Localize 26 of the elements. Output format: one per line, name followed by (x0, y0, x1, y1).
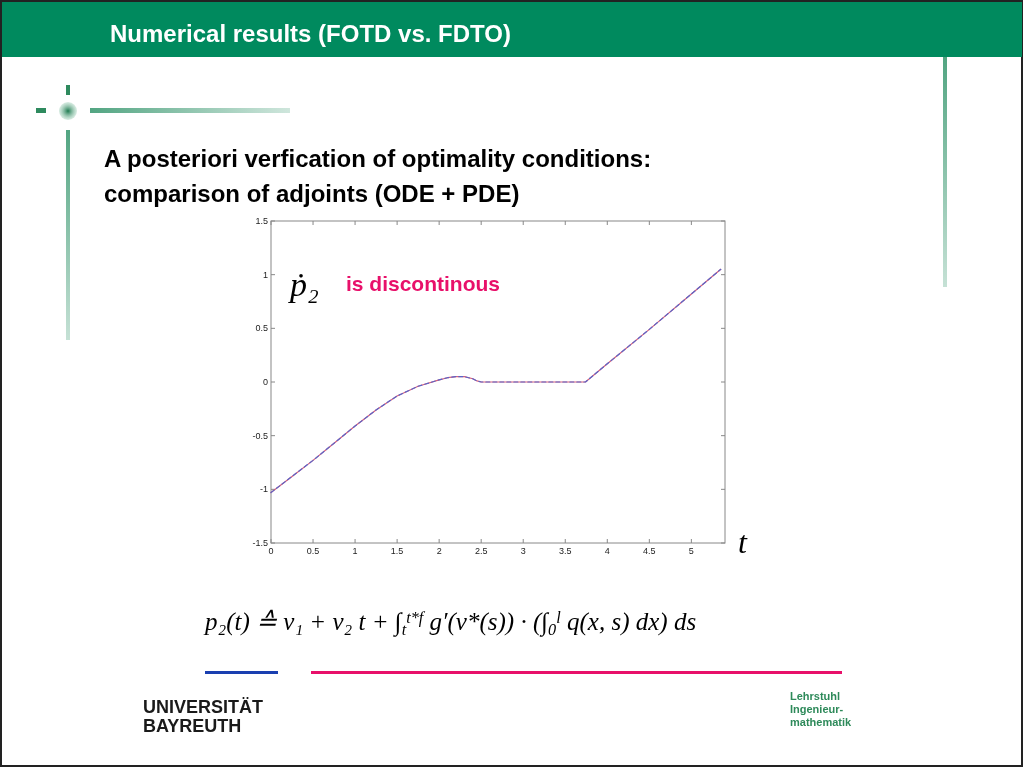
chart-title: Numerical results (FOTD vs. FDTO) (110, 20, 511, 47)
x-tick-label: 3 (520, 546, 526, 556)
text: UNIVERSITÄT BAYREUTH (143, 697, 264, 736)
y-tick-label: 1.5 (255, 216, 268, 226)
x-tick-label: 5 (688, 546, 694, 556)
text: p₂(t) ≙ ν₁ + ν₂ t + ∫$_{t}$$^{t*f}$ g′(v*(s)) · (∫$_{0}$$^{l}$ q(x, s) dx) ds (203, 608, 697, 639)
y-tick-label: 1 (262, 269, 268, 280)
x-axis-title: t (738, 524, 748, 560)
x-tick-label: 2 (436, 546, 442, 556)
y-tick-label: -0.5 (252, 430, 268, 441)
y-tick-label: -1 (259, 484, 268, 495)
chart-subtitle: A posteriori verfication of optimality conditions: comparison of adjoints (ODE + PDE) (104, 145, 652, 207)
x-tick-label: 4.5 (643, 546, 656, 556)
x-tick-label: 3.5 (559, 546, 572, 556)
x-tick-label: 4 (604, 546, 610, 556)
y-tick-label: 0.5 (255, 323, 268, 334)
x-tick-label: 0.5 (306, 546, 320, 556)
y-tick-label: -1.5 (252, 538, 268, 548)
line-series (270, 268, 722, 494)
text: Lehrstuhl Ingenieur- mathematik (790, 690, 853, 728)
x-tick-label: 1.5 (390, 546, 404, 556)
y-tick-label: 0 (262, 377, 268, 387)
annotation: is discontinous (346, 272, 501, 295)
x-tick-label: 2.5 (474, 546, 488, 556)
annotation: ṗ₂ (288, 266, 319, 303)
x-tick-label: 1 (352, 546, 358, 556)
